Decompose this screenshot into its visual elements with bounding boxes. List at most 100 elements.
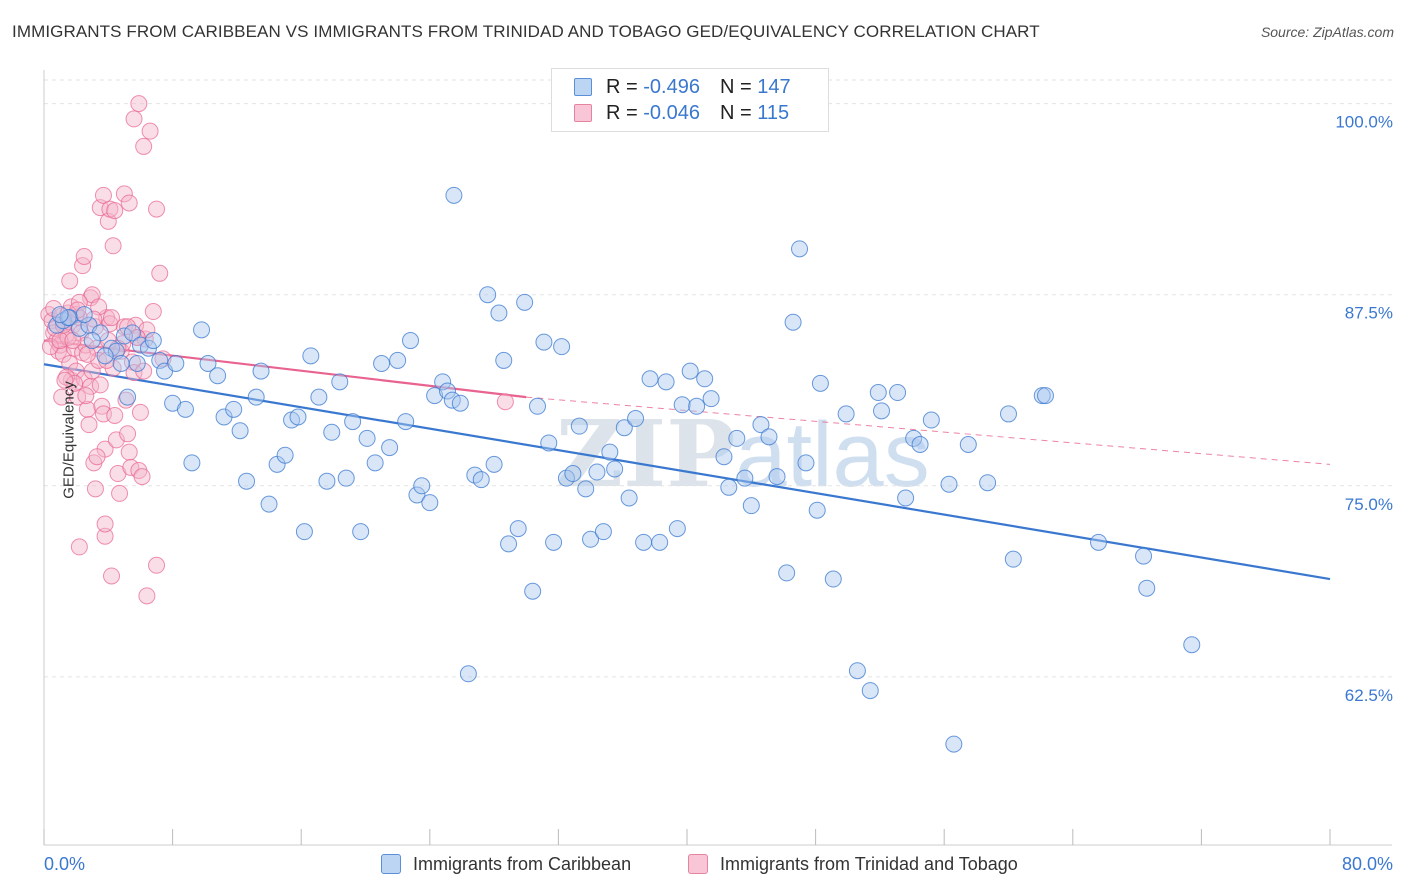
data-point-caribbean xyxy=(582,530,600,548)
data-point-trinidad xyxy=(45,299,63,317)
data-point-caribbean xyxy=(366,454,384,472)
data-point-caribbean xyxy=(778,564,796,582)
data-point-trinidad xyxy=(80,416,98,434)
data-point-trinidad xyxy=(49,342,67,360)
data-point-caribbean xyxy=(657,373,675,391)
data-point-caribbean xyxy=(128,354,146,372)
data-point-caribbean xyxy=(344,413,362,431)
data-point-trinidad xyxy=(138,587,156,605)
legend-bottom-label-trinidad: Immigrants from Trinidad and Tobago xyxy=(720,853,1018,874)
data-point-caribbean xyxy=(615,419,633,437)
data-point-caribbean xyxy=(824,570,842,588)
data-point-caribbean xyxy=(495,351,513,369)
data-point-caribbean xyxy=(797,454,815,472)
data-point-caribbean xyxy=(445,186,463,204)
data-point-caribbean xyxy=(260,495,278,513)
data-point-caribbean xyxy=(193,321,211,339)
data-point-trinidad xyxy=(88,448,106,466)
data-point-caribbean xyxy=(979,474,997,492)
data-point-caribbean xyxy=(873,402,891,420)
data-point-caribbean xyxy=(736,469,754,487)
data-point-trinidad xyxy=(106,202,124,220)
data-point-caribbean xyxy=(529,397,547,415)
data-point-caribbean xyxy=(668,520,686,538)
legend-row-trinidad: R = -0.046 N = 115 xyxy=(574,101,789,125)
data-point-caribbean xyxy=(601,443,619,461)
data-point-caribbean xyxy=(144,332,162,350)
data-point-caribbean xyxy=(641,370,659,388)
data-point-caribbean xyxy=(389,351,407,369)
data-point-caribbean xyxy=(402,332,420,350)
y-tick-label: 62.5% xyxy=(1345,686,1393,705)
legend-bottom-label-caribbean: Immigrants from Caribbean xyxy=(413,853,632,874)
data-point-trinidad xyxy=(131,403,149,421)
legend-n-label: N = xyxy=(719,101,752,124)
data-point-trinidad xyxy=(141,122,159,140)
data-point-caribbean xyxy=(310,388,328,406)
data-point-caribbean xyxy=(945,735,963,753)
data-point-caribbean xyxy=(112,354,130,372)
legend-r-value: -0.046 xyxy=(643,101,700,124)
data-point-caribbean xyxy=(524,582,542,600)
legend-n-value: 115 xyxy=(757,101,790,124)
data-point-caribbean xyxy=(1183,636,1201,654)
data-point-trinidad xyxy=(53,388,71,406)
data-point-caribbean xyxy=(252,362,270,380)
data-point-trinidad xyxy=(96,527,114,545)
data-point-caribbean xyxy=(500,535,518,553)
data-point-caribbean xyxy=(408,486,426,504)
legend-bottom-swatch-pink xyxy=(688,854,708,874)
data-point-trinidad xyxy=(56,371,74,389)
chart-title: IMMIGRANTS FROM CARIBBEAN VS IMMIGRANTS … xyxy=(12,22,1040,41)
data-point-caribbean xyxy=(1036,387,1054,405)
data-point-trinidad xyxy=(103,309,121,327)
data-point-trinidad xyxy=(117,391,135,409)
data-point-caribbean xyxy=(75,306,93,324)
data-point-caribbean xyxy=(635,533,653,551)
data-point-caribbean xyxy=(889,384,907,402)
data-point-trinidad xyxy=(135,137,153,155)
data-point-caribbean xyxy=(83,332,101,350)
data-point-caribbean xyxy=(167,354,185,372)
trend-line-caribbean xyxy=(43,363,1331,581)
data-point-caribbean xyxy=(1135,547,1153,565)
data-point-caribbean xyxy=(276,446,294,464)
data-point-caribbean xyxy=(490,304,508,322)
data-point-caribbean xyxy=(808,501,826,519)
data-point-trinidad xyxy=(120,443,138,461)
trend-line-trinidad-extension xyxy=(526,396,1331,465)
data-point-caribbean xyxy=(459,665,477,683)
data-point-caribbean xyxy=(911,436,929,454)
legend-item-trinidad: Immigrants from Trinidad and Tobago xyxy=(688,852,1018,876)
data-point-caribbean xyxy=(1138,579,1156,597)
data-point-caribbean xyxy=(848,662,866,680)
data-point-caribbean xyxy=(123,324,141,342)
data-point-trinidad xyxy=(144,303,162,321)
legend-n-value: 147 xyxy=(757,75,791,98)
data-point-trinidad xyxy=(66,374,84,392)
data-point-caribbean xyxy=(358,429,376,447)
legend-item-caribbean: Immigrants from Caribbean xyxy=(381,852,631,876)
data-point-trinidad xyxy=(70,538,88,556)
data-point-caribbean xyxy=(728,429,746,447)
data-point-caribbean xyxy=(922,411,940,429)
data-point-caribbean xyxy=(673,396,691,414)
data-point-caribbean xyxy=(651,533,669,551)
data-point-caribbean xyxy=(594,523,612,541)
legend-r-value: -0.496 xyxy=(643,75,700,98)
data-point-caribbean xyxy=(570,417,588,435)
data-point-caribbean xyxy=(231,422,249,440)
data-point-caribbean xyxy=(545,533,563,551)
data-point-trinidad xyxy=(496,393,514,411)
data-point-caribbean xyxy=(119,388,137,406)
data-point-caribbean xyxy=(760,428,778,446)
series-caribbean-points xyxy=(48,186,1201,753)
data-point-caribbean xyxy=(869,384,887,402)
data-point-caribbean xyxy=(627,410,645,428)
gridlines xyxy=(44,79,1392,678)
data-point-caribbean xyxy=(784,313,802,331)
data-point-trinidad xyxy=(120,194,138,212)
data-point-caribbean xyxy=(426,387,444,405)
legend-n-label: N = xyxy=(719,75,752,98)
data-point-trinidad xyxy=(111,484,129,502)
